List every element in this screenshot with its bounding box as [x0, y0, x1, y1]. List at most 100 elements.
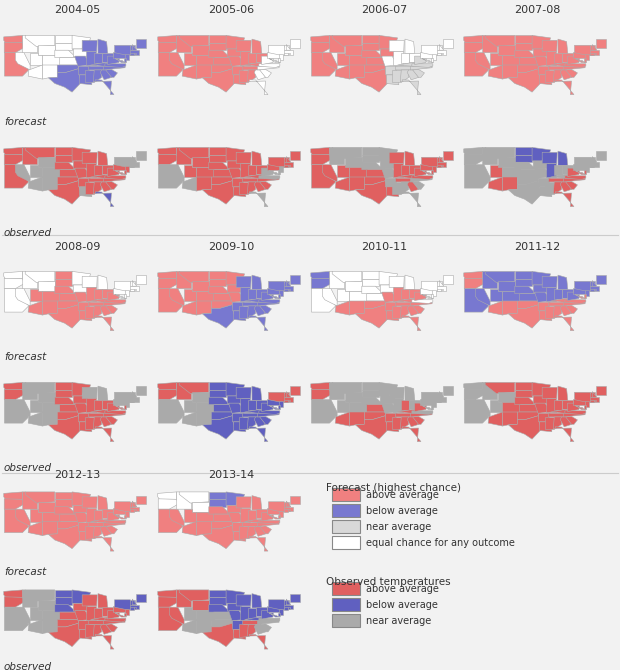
Polygon shape — [596, 39, 606, 48]
Polygon shape — [249, 80, 268, 94]
Polygon shape — [79, 413, 90, 422]
Polygon shape — [226, 590, 244, 604]
Polygon shape — [105, 417, 117, 424]
Polygon shape — [546, 417, 554, 429]
Polygon shape — [288, 607, 290, 609]
Polygon shape — [322, 53, 337, 70]
Polygon shape — [240, 508, 249, 521]
Polygon shape — [362, 36, 379, 43]
Polygon shape — [89, 302, 110, 306]
Polygon shape — [397, 62, 416, 66]
Polygon shape — [105, 411, 126, 415]
Polygon shape — [136, 496, 146, 505]
Polygon shape — [115, 405, 126, 409]
Polygon shape — [228, 604, 243, 611]
Polygon shape — [242, 302, 264, 306]
Polygon shape — [209, 147, 226, 155]
Polygon shape — [412, 64, 433, 68]
Polygon shape — [332, 383, 362, 393]
Polygon shape — [567, 168, 580, 176]
Polygon shape — [60, 58, 78, 65]
Polygon shape — [345, 157, 362, 167]
Polygon shape — [535, 168, 551, 178]
Polygon shape — [410, 413, 432, 417]
Polygon shape — [560, 417, 572, 427]
Polygon shape — [4, 289, 29, 312]
Polygon shape — [136, 275, 146, 283]
Polygon shape — [73, 396, 89, 403]
Polygon shape — [75, 513, 91, 523]
Polygon shape — [75, 168, 91, 178]
Polygon shape — [502, 65, 517, 79]
Polygon shape — [113, 52, 127, 58]
Polygon shape — [288, 53, 290, 54]
Polygon shape — [197, 291, 214, 301]
Polygon shape — [55, 155, 72, 162]
Polygon shape — [542, 276, 557, 287]
Polygon shape — [55, 43, 72, 50]
Polygon shape — [401, 182, 409, 194]
Polygon shape — [490, 165, 502, 177]
Polygon shape — [565, 64, 586, 68]
Polygon shape — [248, 608, 256, 618]
Polygon shape — [94, 400, 102, 410]
Polygon shape — [159, 165, 183, 188]
Polygon shape — [362, 390, 379, 397]
Polygon shape — [502, 412, 517, 426]
Polygon shape — [209, 507, 230, 514]
Polygon shape — [192, 46, 209, 55]
Polygon shape — [102, 400, 113, 409]
Polygon shape — [508, 415, 541, 439]
Polygon shape — [134, 165, 136, 166]
Polygon shape — [239, 624, 248, 636]
Polygon shape — [130, 287, 139, 291]
Polygon shape — [209, 590, 226, 597]
Polygon shape — [517, 412, 539, 419]
Polygon shape — [42, 55, 60, 65]
Polygon shape — [268, 46, 288, 56]
Polygon shape — [397, 174, 416, 178]
Polygon shape — [254, 70, 266, 80]
Polygon shape — [136, 386, 146, 395]
Polygon shape — [105, 70, 117, 77]
Polygon shape — [108, 56, 120, 64]
Polygon shape — [592, 281, 596, 286]
Polygon shape — [590, 400, 594, 402]
Polygon shape — [379, 383, 397, 396]
Polygon shape — [533, 396, 549, 403]
Polygon shape — [89, 523, 110, 527]
Polygon shape — [229, 292, 244, 302]
Polygon shape — [86, 182, 94, 194]
Polygon shape — [202, 305, 235, 328]
Polygon shape — [234, 629, 246, 639]
Polygon shape — [73, 49, 89, 56]
Polygon shape — [130, 53, 134, 55]
Polygon shape — [4, 383, 23, 390]
Polygon shape — [502, 402, 520, 412]
Polygon shape — [355, 305, 388, 328]
Polygon shape — [4, 147, 23, 155]
Polygon shape — [4, 154, 24, 165]
Polygon shape — [28, 301, 42, 315]
Polygon shape — [115, 157, 134, 168]
Polygon shape — [209, 162, 230, 170]
Polygon shape — [254, 417, 266, 427]
Polygon shape — [244, 519, 264, 523]
Polygon shape — [130, 400, 134, 402]
Polygon shape — [268, 281, 288, 291]
Polygon shape — [125, 166, 129, 172]
Polygon shape — [515, 271, 532, 279]
Polygon shape — [279, 290, 283, 296]
Polygon shape — [556, 427, 574, 442]
Polygon shape — [182, 620, 197, 634]
Polygon shape — [262, 610, 273, 619]
Polygon shape — [16, 400, 30, 417]
Polygon shape — [86, 287, 95, 301]
Polygon shape — [4, 597, 24, 607]
Polygon shape — [105, 176, 126, 180]
Polygon shape — [575, 157, 594, 168]
Polygon shape — [234, 311, 246, 321]
Polygon shape — [229, 168, 244, 178]
Polygon shape — [330, 383, 345, 400]
Polygon shape — [402, 427, 421, 442]
